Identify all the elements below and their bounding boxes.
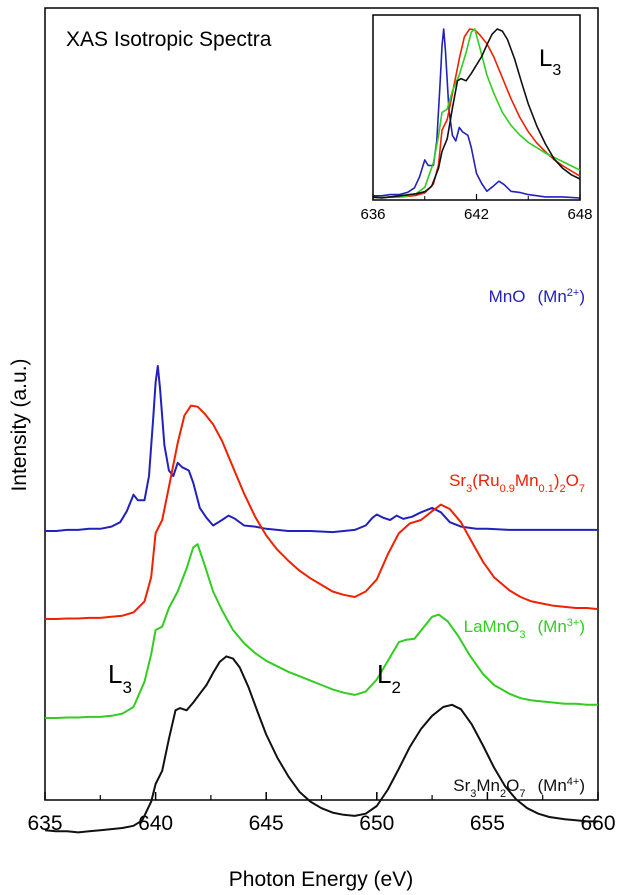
spectra-curves: [44, 365, 599, 834]
series-line-1: [45, 404, 599, 620]
series-label-1: Sr3(Ru0.9Mn0.1)2O7: [449, 471, 585, 495]
series-line-2: [45, 543, 598, 719]
x-tick-label: 660: [580, 812, 615, 835]
peak-label-L3: L3: [108, 659, 132, 697]
y-axis-label: Intensity (a.u.): [8, 358, 31, 491]
x-tick-label: 640: [138, 812, 173, 835]
x-axis-ticks: 635 640 645 650 655 660: [27, 792, 616, 835]
series-labels: MnO (Mn2+) Sr3(Ru0.9Mn0.1)2O7 LaMnO3 (Mn3+) S…: [449, 287, 585, 800]
series-label-2: LaMnO3 (Mn3+): [464, 617, 585, 641]
inset-series-line-0: [373, 28, 581, 199]
inset-series-line-1: [373, 28, 581, 199]
series-line-3: [44, 655, 598, 834]
series-label-0: MnO (Mn2+): [489, 287, 585, 306]
peak-labels: L3 L2: [108, 659, 401, 697]
inset-background: [368, 9, 585, 218]
inset-x-tick-label: 642: [464, 206, 489, 223]
x-tick-label: 655: [470, 812, 505, 835]
x-tick-label: 635: [27, 812, 62, 835]
inset-x-tick-label: 648: [567, 206, 592, 223]
inset-x-tick-label: 636: [360, 206, 385, 223]
inset-series-line-3: [372, 28, 581, 199]
series-line-0: [45, 365, 598, 534]
peak-label-L2: L2: [377, 659, 401, 697]
x-tick-label: 645: [249, 812, 284, 835]
chart-title: XAS Isotropic Spectra: [66, 28, 272, 51]
series-label-3: Sr3Mn2O7 (Mn4+): [453, 776, 585, 800]
x-axis-label: Photon Energy (eV): [229, 868, 413, 891]
x-tick-label: 650: [359, 812, 394, 835]
